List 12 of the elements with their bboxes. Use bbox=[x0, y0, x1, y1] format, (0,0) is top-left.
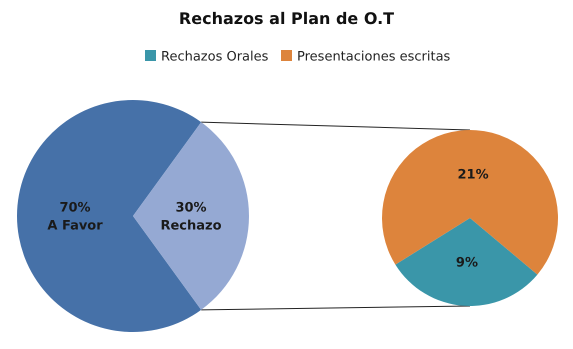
pie-slice bbox=[133, 122, 249, 310]
data-label: 70% bbox=[59, 200, 91, 216]
data-label: 9% bbox=[456, 255, 478, 270]
slice-label: Rechazo bbox=[160, 218, 222, 234]
pie-slice bbox=[382, 130, 558, 275]
slice-label: A Favor bbox=[47, 218, 104, 234]
text: Rechazos al Plan de O.T bbox=[178, 9, 394, 28]
data-label: 21% bbox=[458, 168, 489, 183]
pie-slice bbox=[395, 218, 538, 306]
legend-label: Presentaciones escritas bbox=[297, 50, 451, 65]
data-label: 30% bbox=[175, 200, 207, 216]
legend-label: Rechazos Orales bbox=[161, 50, 269, 65]
